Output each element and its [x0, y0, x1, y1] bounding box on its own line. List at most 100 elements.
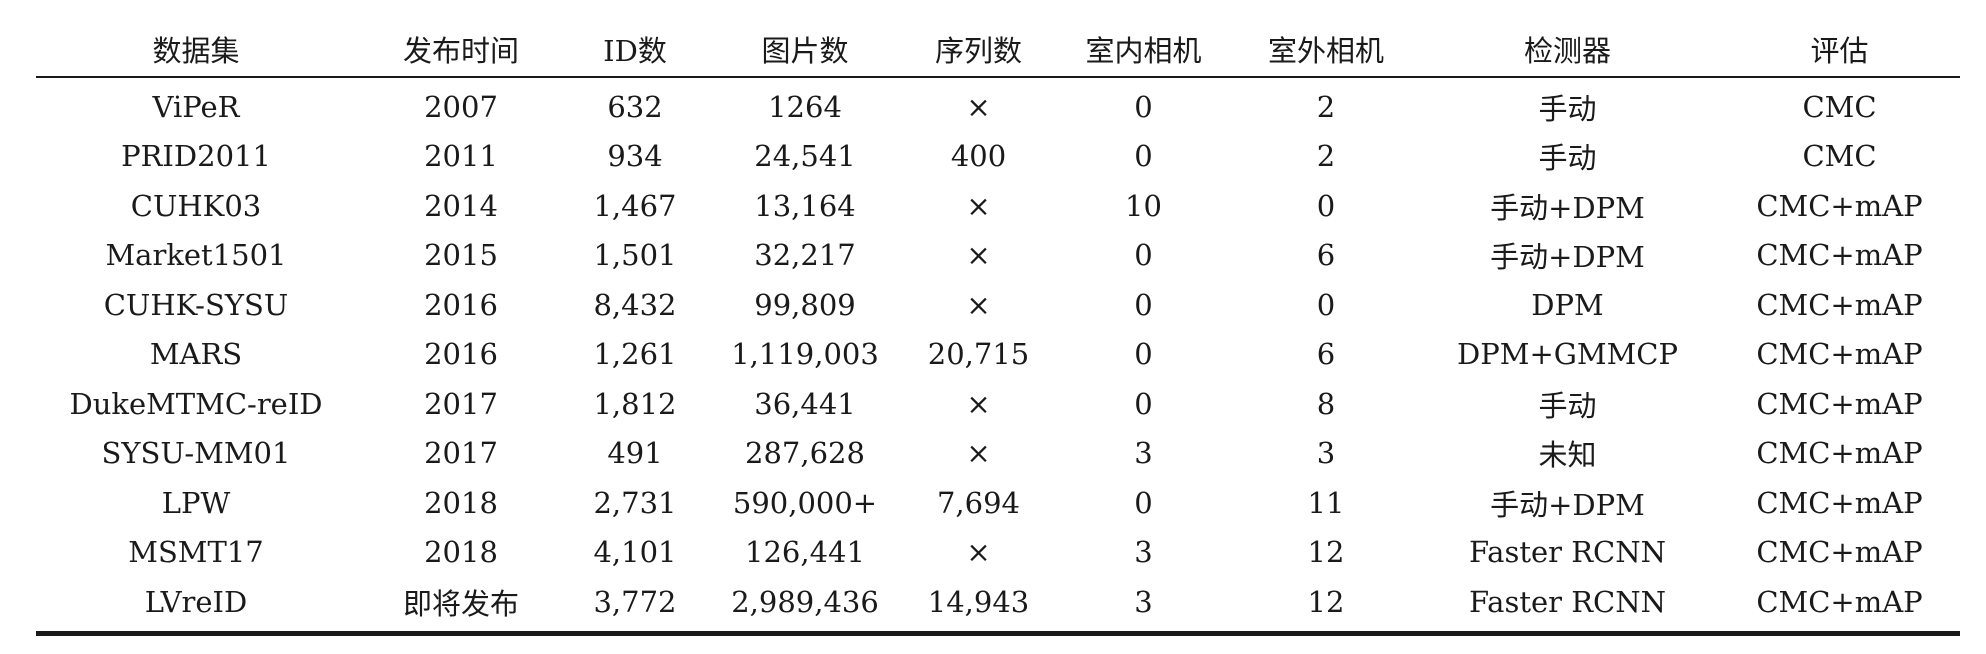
table-cell: 即将发布: [402, 586, 519, 621]
table-cell: 1,812: [593, 386, 677, 421]
table-cell: 0: [1316, 188, 1336, 223]
table-row: SYSU-MM01 2017 491 287,628 × 3 3 未知 CMC+mAP: [36, 429, 1960, 479]
table-row: MSMT17 2018 4,101 126,441 × 3 12 Faster RCNN CMC…: [36, 528, 1960, 578]
table-cell: 3: [1134, 436, 1153, 471]
table-cell: 7,694: [936, 485, 1021, 520]
table-cell: 3: [1134, 535, 1153, 570]
table-cell: 1,261: [593, 337, 677, 372]
table-cell: 12: [1307, 535, 1345, 570]
table-cell: 11: [1307, 485, 1345, 520]
table-cell: 手动+DPM: [1490, 487, 1645, 522]
table-bottom-rule: [36, 631, 1960, 636]
table-cell: CUHK03: [130, 188, 262, 223]
table-cell: LPW: [161, 485, 231, 520]
column-header: 评估: [1810, 34, 1869, 68]
table-cell: CMC+mAP: [1756, 535, 1923, 570]
table-cell: CMC+mAP: [1756, 287, 1923, 322]
table-cell: 0: [1134, 485, 1153, 520]
dataset-comparison-table: 数据集 发布时间 ID数 图片数 序列数 室内相机 室外相机 检测器 评估 ViPeR 2007 6…: [36, 22, 1960, 627]
table-cell: ×: [966, 238, 991, 273]
table-cell: 2011: [424, 139, 498, 174]
table-cell: 590,000+: [732, 485, 878, 520]
table-cell: CMC+mAP: [1756, 584, 1923, 619]
column-header: ID数: [603, 34, 667, 68]
table-cell: 8: [1316, 386, 1336, 421]
table-cell: 0: [1134, 139, 1153, 174]
table-body: ViPeR 2007 632 1264 × 0 2 手动 CMC PRID2011 2011 934 2…: [36, 77, 1960, 627]
table-cell: 手动: [1538, 141, 1597, 176]
table-cell: CMC+mAP: [1756, 386, 1923, 421]
column-header: 序列数: [934, 34, 1022, 68]
table-cell: 1,119,003: [731, 337, 879, 372]
table-cell: 2: [1316, 139, 1336, 174]
table-cell: SYSU-MM01: [101, 436, 291, 471]
table-cell: 2014: [424, 188, 498, 223]
table-cell: 手动+DPM: [1490, 190, 1645, 225]
table-cell: 0: [1134, 238, 1153, 273]
table-cell: CMC+mAP: [1756, 436, 1923, 471]
table-cell: 2016: [424, 287, 498, 322]
table-cell: 934: [607, 139, 663, 174]
table-row: LVreID 即将发布 3,772 2,989,436 14,943 3 12 Faster …: [36, 577, 1960, 627]
table-cell: 6: [1316, 337, 1336, 372]
table-cell: CMC+mAP: [1756, 337, 1923, 372]
table-cell: 2007: [424, 89, 498, 124]
table-cell: 99,809: [754, 287, 856, 322]
table-cell: 3,772: [593, 584, 677, 619]
column-header: 数据集: [152, 34, 240, 68]
table-cell: 2018: [424, 535, 498, 570]
column-header: 发布时间: [402, 34, 519, 68]
table-cell: 0: [1134, 386, 1153, 421]
table-cell: 24,541: [754, 139, 856, 174]
table-cell: 1,501: [593, 238, 677, 273]
table-cell: 10: [1125, 188, 1162, 223]
table-header: 数据集 发布时间 ID数 图片数 序列数 室内相机 室外相机 检测器 评估: [36, 22, 1960, 77]
table-cell: 4,101: [593, 535, 677, 570]
table-cell: 2,731: [593, 485, 677, 520]
table-row: LPW 2018 2,731 590,000+ 7,694 0 11 手动+DPM CMC+mA…: [36, 478, 1960, 528]
table-cell: 0: [1134, 337, 1153, 372]
table-cell: 1264: [768, 89, 842, 124]
table-cell: DukeMTMC-reID: [69, 386, 323, 421]
table-cell: 手动: [1538, 91, 1597, 126]
table-cell: LVreID: [144, 584, 248, 619]
table-row: MARS 2016 1,261 1,119,003 20,715 0 6 DPM+GMMCP C…: [36, 330, 1960, 380]
table-cell: 632: [607, 89, 663, 124]
table-cell: 2: [1316, 89, 1336, 124]
table-cell: 0: [1134, 89, 1153, 124]
table-cell: ×: [966, 287, 991, 322]
table-cell: 14,943: [927, 584, 1030, 619]
table-cell: 20,715: [927, 337, 1030, 372]
table-cell: 2018: [424, 485, 498, 520]
column-header: 检测器: [1523, 34, 1611, 68]
table-cell: 36,441: [754, 386, 856, 421]
table-cell: 3: [1316, 436, 1336, 471]
table-cell: 手动: [1538, 388, 1597, 423]
table-cell: 1,467: [593, 188, 677, 223]
table-cell: 12: [1307, 584, 1345, 619]
column-header: 图片数: [761, 34, 849, 68]
table-cell: 3: [1134, 584, 1153, 619]
table-cell: DPM+GMMCP: [1456, 337, 1678, 372]
table-cell: CUHK-SYSU: [103, 287, 289, 322]
table-cell: 491: [607, 436, 663, 471]
table-cell: 0: [1316, 287, 1336, 322]
table-cell: 8,432: [593, 287, 677, 322]
table-cell: 2017: [424, 436, 498, 471]
table-cell: MSMT17: [128, 535, 264, 570]
table-cell: CMC: [1802, 89, 1877, 124]
table-cell: CMC+mAP: [1756, 188, 1923, 223]
table-row: CUHK03 2014 1,467 13,164 × 10 0 手动+DPM CMC+mAP: [36, 181, 1960, 231]
table-cell: 2015: [424, 238, 498, 273]
table-cell: 手动+DPM: [1490, 240, 1645, 275]
table-cell: ×: [966, 535, 991, 570]
table-cell: MARS: [149, 337, 243, 372]
table-cell: 2017: [424, 386, 498, 421]
table-row: CUHK-SYSU 2016 8,432 99,809 × 0 0 DPM CMC+mAP: [36, 280, 1960, 330]
column-header: 室内相机: [1085, 34, 1202, 68]
table-row: Market1501 2015 1,501 32,217 × 0 6 手动+DPM CMC+mA…: [36, 231, 1960, 281]
table-cell: 0: [1134, 287, 1153, 322]
table-row: PRID2011 2011 934 24,541 400 0 2 手动 CMC: [36, 132, 1960, 182]
table-cell: ViPeR: [152, 89, 240, 124]
table-cell: CMC+mAP: [1756, 238, 1923, 273]
